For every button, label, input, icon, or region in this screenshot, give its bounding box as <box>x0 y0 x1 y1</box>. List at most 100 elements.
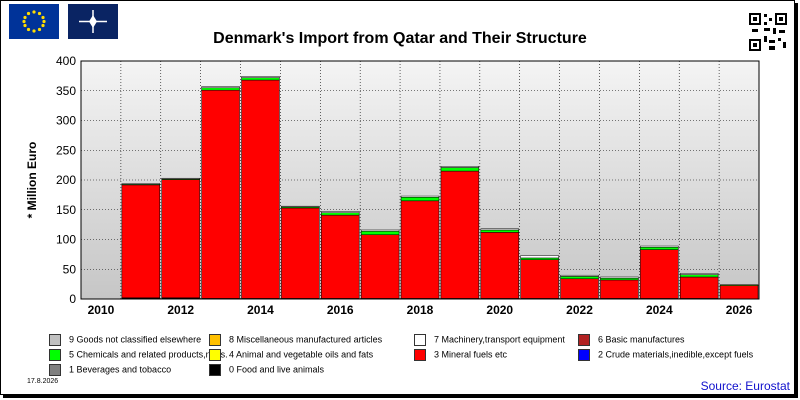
legend-item: 6 Basic manufactures <box>578 334 685 346</box>
bar-segment <box>161 177 200 180</box>
bar-segment <box>321 212 360 216</box>
legend-label: 8 Miscellaneous manufactured articles <box>229 334 383 345</box>
legend-item: 8 Miscellaneous manufactured articles <box>209 334 382 346</box>
legend-label: 0 Food and live animals <box>229 364 325 375</box>
bar-segment <box>201 87 240 91</box>
bar-segment <box>560 274 599 277</box>
bar-segment <box>400 195 440 198</box>
y-axis-label: * Million Euro <box>25 142 39 219</box>
bar-segment <box>281 207 320 299</box>
x-tick-label: 2026 <box>726 303 753 317</box>
bar-segment <box>121 183 161 185</box>
legend-item: 1 Beverages and tobacco <box>49 364 171 376</box>
x-tick-label: 2018 <box>407 303 434 317</box>
bar-segment <box>679 274 719 278</box>
legend-item: 4 Animal and vegetable oils and fats <box>209 349 373 361</box>
legend-label: 4 Animal and vegetable oils and fats <box>229 349 374 360</box>
bar-segment <box>440 166 480 168</box>
bar-segment <box>400 200 440 299</box>
eu-flag-icon <box>9 4 59 39</box>
bar-segment <box>560 276 599 280</box>
bar-segment <box>719 285 759 300</box>
bar-segment <box>600 276 639 279</box>
bar-segment <box>640 249 679 299</box>
legend-swatch <box>49 364 61 376</box>
bar-segment <box>360 230 400 235</box>
legend-label: 1 Beverages and tobacco <box>69 364 172 375</box>
bar-segment <box>520 255 559 259</box>
y-tick-label: 350 <box>56 84 76 98</box>
bar-segment <box>201 89 240 299</box>
legend-item: 9 Goods not classified elsewhere <box>49 334 201 346</box>
plot-border <box>80 60 760 300</box>
bar-segment <box>480 232 519 299</box>
bar-segment <box>480 228 519 231</box>
legend-swatch <box>578 349 590 361</box>
legend-label: 5 Chemicals and related products,n.e.s. <box>69 349 228 360</box>
chart-title: Denmark's Import from Qatar and Their St… <box>213 30 587 47</box>
legend-swatch <box>209 349 221 361</box>
x-tick-label: 2012 <box>167 303 194 317</box>
bar-segment <box>360 229 400 232</box>
legend-item: 7 Machinery,transport equipment <box>414 334 565 346</box>
legend-item: 3 Mineral fuels etc <box>414 349 507 361</box>
bar-segment <box>719 284 759 286</box>
x-tick-label: 2014 <box>247 303 274 317</box>
legend-swatch <box>578 334 590 346</box>
x-tick-label: 2024 <box>646 303 673 317</box>
bar-segment <box>679 273 719 275</box>
legend-swatch <box>414 349 426 361</box>
legend-item: 2 Crude materials,inedible,except fuels <box>578 349 753 361</box>
y-tick-label: 400 <box>56 54 76 68</box>
y-tick-label: 150 <box>56 203 76 217</box>
bar-segment <box>241 77 280 81</box>
bar-segment <box>520 257 559 260</box>
x-tick-label: 2016 <box>327 303 354 317</box>
bar-segment <box>560 278 599 299</box>
legend-label: 9 Goods not classified elsewhere <box>69 334 202 345</box>
nato-flag-icon <box>68 4 118 39</box>
legend-item: 5 Chemicals and related products,n.e.s. <box>49 349 228 361</box>
bar-segment <box>480 229 519 233</box>
x-tick-label: 2022 <box>566 303 593 317</box>
bar-segment <box>241 79 280 299</box>
bar-segment <box>321 214 360 299</box>
bar-segment <box>121 184 161 299</box>
legend-label: 2 Crude materials,inedible,except fuels <box>598 349 754 360</box>
legend-swatch <box>209 364 221 376</box>
bar-segment <box>321 211 360 213</box>
bar-segment <box>600 279 639 299</box>
bar-segment <box>161 179 200 299</box>
bar-segment <box>640 246 679 250</box>
legend-swatch <box>49 349 61 361</box>
bar-segment <box>201 86 240 89</box>
bar-segment <box>440 167 480 172</box>
y-tick-label: 200 <box>56 173 76 187</box>
bar-segment <box>281 205 320 208</box>
legend-item: 0 Food and live animals <box>209 364 324 376</box>
legend-label: 6 Basic manufactures <box>598 334 685 345</box>
bar-segment <box>520 259 559 299</box>
bar-segment <box>600 277 639 281</box>
bar-segment <box>440 170 480 299</box>
bar-segment <box>360 234 400 299</box>
y-tick-label: 100 <box>56 233 76 247</box>
bar-segment <box>241 76 280 78</box>
source-label: Source: Eurostat <box>700 379 790 393</box>
date-stamp: 17.8.2026 <box>27 378 59 385</box>
x-tick-label: 2010 <box>88 303 115 317</box>
y-tick-label: 0 <box>69 292 76 306</box>
legend-swatch <box>209 334 221 346</box>
bar-segment <box>400 197 440 202</box>
y-tick-label: 300 <box>56 114 76 128</box>
legend-swatch <box>414 334 426 346</box>
legend-label: 3 Mineral fuels etc <box>434 349 508 360</box>
legend-swatch <box>49 334 61 346</box>
legend-label: 7 Machinery,transport equipment <box>434 334 565 345</box>
qr-code-icon <box>748 12 788 52</box>
y-tick-label: 50 <box>63 262 77 276</box>
x-tick-label: 2020 <box>486 303 513 317</box>
bar-segment <box>640 245 679 248</box>
bar-segment <box>679 276 719 299</box>
